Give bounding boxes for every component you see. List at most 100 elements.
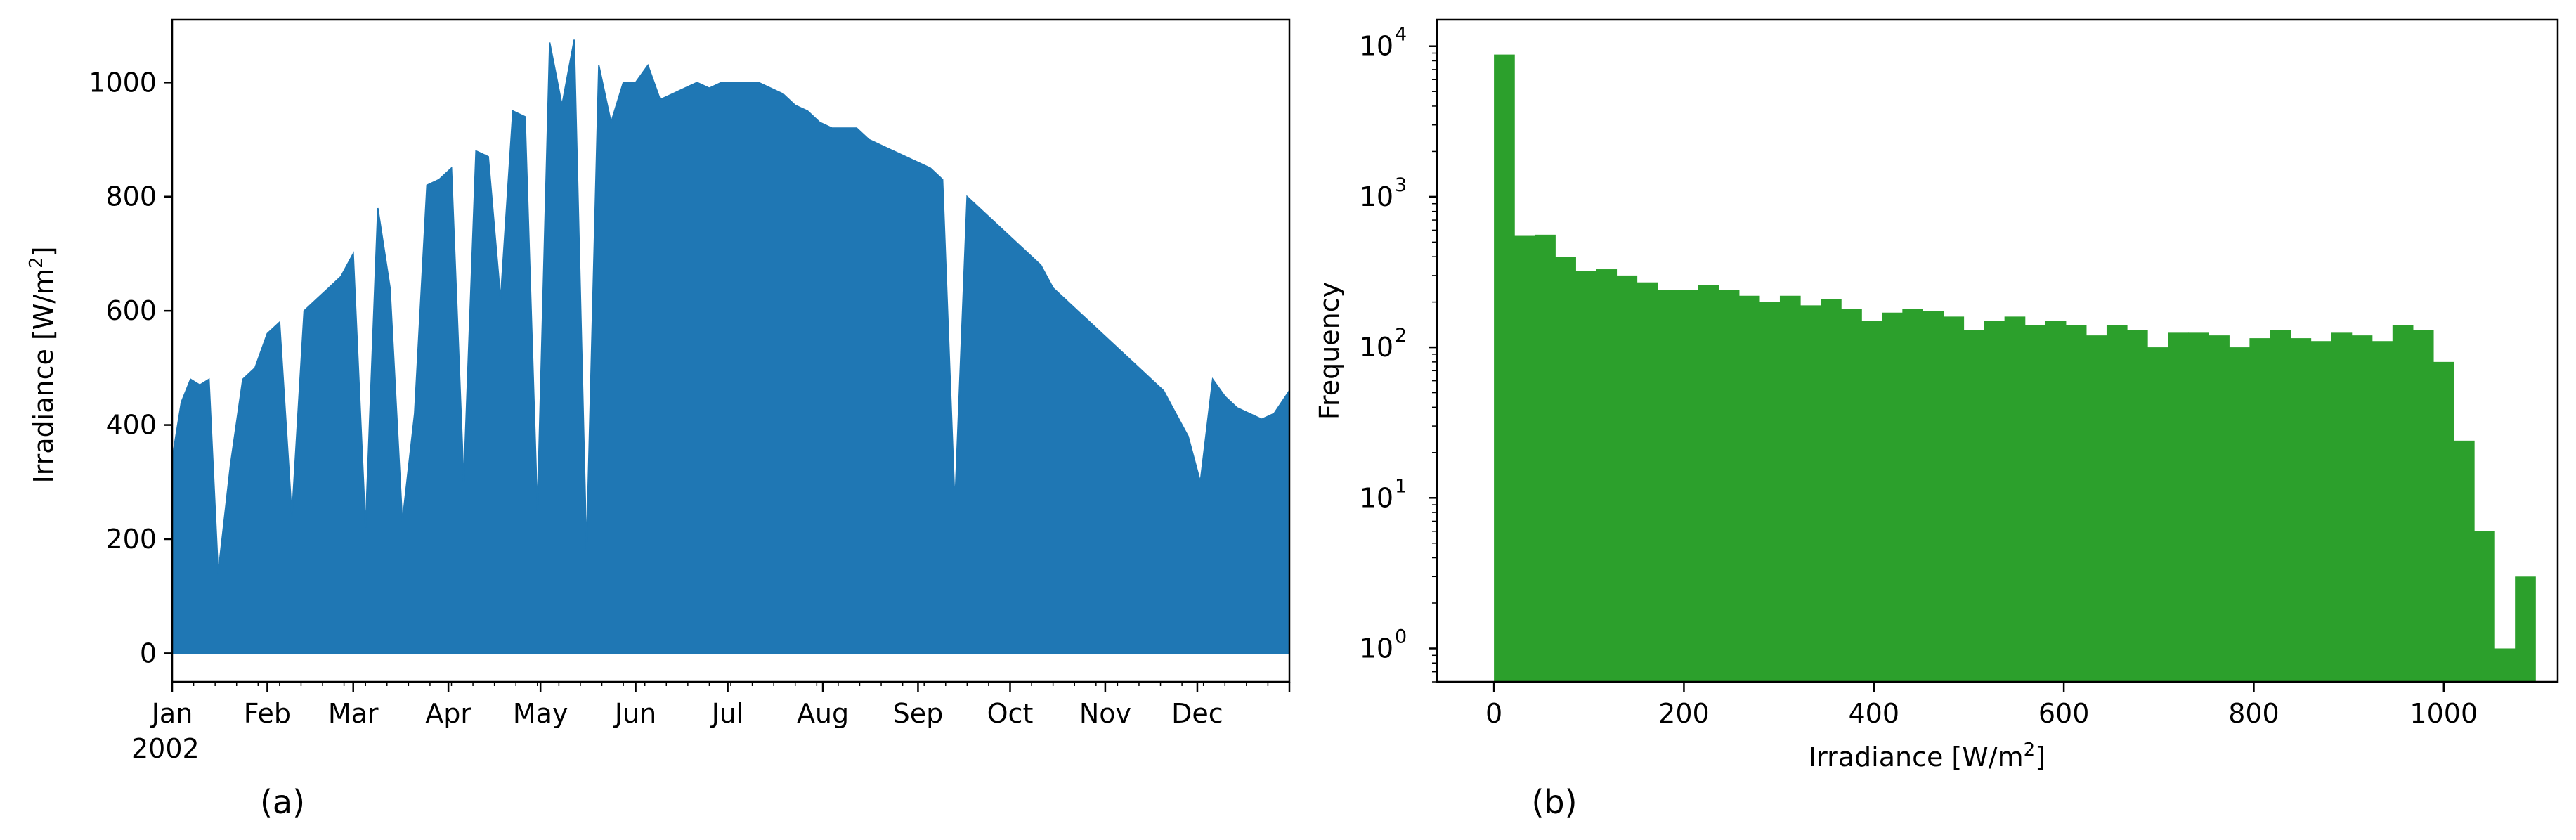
y-axis-ticks: 0 200 400 600 800 1000 (89, 67, 172, 668)
histogram-bar (2086, 335, 2107, 682)
y-tick-label: 600 (105, 295, 157, 326)
histogram-bar (2127, 330, 2148, 682)
y-tick-label: 1000 (89, 67, 157, 98)
x-tick-label: Sep (893, 698, 944, 729)
histogram-bar (1514, 235, 1535, 682)
histogram-bar (1902, 309, 1923, 682)
plot-frame (171, 18, 1291, 683)
x-tick-label: Apr (425, 698, 471, 729)
histogram-bar (2106, 325, 2128, 682)
histogram-bar (2515, 576, 2536, 682)
x-tick-label: Jul (710, 698, 744, 729)
x-axis-year-label: 2002 (131, 733, 200, 764)
histogram-bar (2168, 332, 2189, 682)
histogram-bar (1861, 321, 1882, 682)
histogram-bar (1738, 295, 1760, 682)
x-tick-label: 800 (2228, 698, 2279, 729)
histogram-bar (1841, 309, 1862, 682)
y-tick-label: 10 (1360, 633, 1393, 664)
panel-b-label: (b) (1531, 783, 1577, 821)
y-tick-exponent: 2 (1395, 325, 1407, 347)
histogram-bar (1984, 321, 2005, 682)
histogram-bar (2310, 341, 2332, 682)
histogram-bar (1535, 234, 1556, 683)
x-tick-label: 0 (1485, 698, 1502, 729)
x-tick-label: May (513, 698, 568, 729)
histogram-bar (1698, 285, 1719, 683)
histogram-bar (1657, 290, 1679, 682)
histogram-bar (1821, 299, 1842, 683)
y-tick-label: 200 (105, 524, 157, 555)
histogram-bar (2024, 325, 2046, 682)
x-tick-label: 400 (1849, 698, 1900, 729)
y-axis-label: Frequency (1314, 282, 1345, 420)
histogram-bar (1759, 302, 1781, 682)
histogram-bar (1963, 330, 1985, 682)
x-tick-label: Mar (328, 698, 379, 729)
y-tick-exponent: 3 (1395, 174, 1407, 196)
histogram-bar (1923, 311, 1944, 682)
histogram-bar (2229, 347, 2250, 682)
x-tick-label: Nov (1079, 698, 1131, 729)
x-tick-label: Feb (244, 698, 291, 729)
histogram-bar (2045, 321, 2067, 682)
x-tick-label: Jan (150, 698, 193, 729)
x-tick-label: 200 (1658, 698, 1710, 729)
x-axis-label: Irradiance [W/m2] (1809, 739, 2045, 773)
histogram-bar (2494, 648, 2516, 682)
histogram-bar (2065, 325, 2087, 682)
x-tick-label: 1000 (2409, 698, 2478, 729)
irradiance-area (171, 39, 1290, 654)
x-axis-ticks: 0 200 400 600 800 1000 (1485, 682, 2478, 729)
histogram-bar (1616, 275, 1638, 682)
histogram-bar (2453, 440, 2475, 682)
histogram-bar (1596, 269, 1618, 682)
histogram-bar (2351, 335, 2373, 682)
histogram-bar (2147, 347, 2168, 682)
histogram-bar (2433, 361, 2454, 682)
histogram-bar (2412, 330, 2434, 682)
y-tick-label: 10 (1360, 482, 1393, 513)
histogram-bar (1555, 257, 1576, 682)
histogram-bar (1800, 305, 1821, 682)
y-tick-exponent: 0 (1395, 626, 1407, 647)
x-axis-ticks: Jan Feb Mar Apr May Jun Jul Aug Sep Oct Nov Dec (150, 682, 1291, 729)
y-tick-label: 0 (140, 638, 157, 668)
histogram-bar (2392, 325, 2414, 682)
histogram-bar (2188, 332, 2209, 682)
histogram-bar (1677, 290, 1699, 682)
plot-frame (1436, 18, 2559, 683)
panel-a-irradiance-timeseries: 0 200 400 600 800 1000 Jan Feb Mar Apr May Jun Jul A… (26, 18, 1291, 821)
histogram-bar (2331, 332, 2353, 682)
y-tick-label: 10 (1360, 31, 1393, 62)
y-tick-label: 400 (105, 410, 157, 441)
histogram-bar (1575, 271, 1597, 682)
y-tick-exponent: 1 (1395, 475, 1407, 497)
histogram-bars (1494, 54, 2536, 683)
y-tick-exponent: 4 (1395, 24, 1407, 46)
x-tick-label: Dec (1171, 698, 1223, 729)
histogram-bar (2290, 338, 2312, 682)
histogram-bar (2474, 531, 2495, 682)
histogram-bar (1943, 316, 1965, 682)
y-tick-label: 10 (1360, 181, 1393, 212)
y-tick-label: 10 (1360, 332, 1393, 363)
y-axis-label: Irradiance [W/m2] (26, 246, 59, 483)
x-tick-label: Jun (613, 698, 656, 729)
histogram-bar (2004, 316, 2026, 682)
y-tick-label: 800 (105, 181, 157, 212)
histogram-bar (1882, 312, 1903, 682)
histogram-bar (2372, 341, 2393, 682)
x-tick-label: Oct (987, 698, 1034, 729)
panel-a-label: (a) (260, 783, 305, 821)
histogram-bar (2270, 330, 2291, 682)
histogram-bar (1779, 295, 1801, 682)
x-tick-label: Aug (797, 698, 849, 729)
x-tick-label: 600 (2038, 698, 2090, 729)
histogram-bar (1494, 54, 1515, 683)
histogram-bar (2209, 335, 2230, 682)
histogram-bar (2249, 338, 2271, 682)
histogram-bar (1718, 290, 1740, 682)
